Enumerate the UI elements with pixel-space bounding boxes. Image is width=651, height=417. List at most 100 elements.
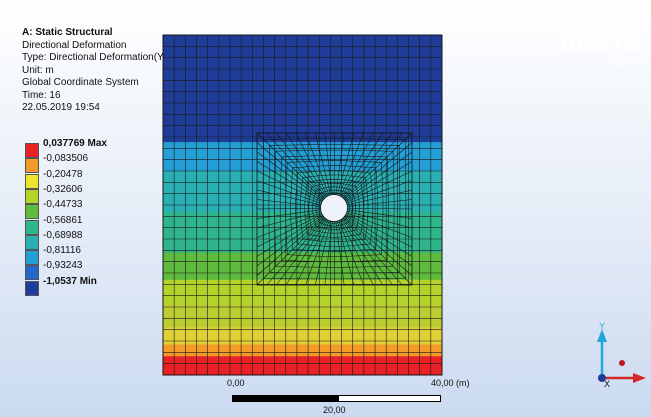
ring-mesh-line xyxy=(308,182,360,234)
brand-version: R19.0 xyxy=(608,54,641,68)
contour-band xyxy=(163,303,442,328)
ring-mesh-line xyxy=(274,149,395,268)
radial-mesh-line xyxy=(337,132,355,196)
legend-label: -0,20478 xyxy=(43,168,83,180)
legend-swatch xyxy=(25,219,39,235)
radial-mesh-line xyxy=(337,221,355,286)
radial-mesh-line xyxy=(256,213,323,248)
radial-mesh-line xyxy=(338,220,364,286)
ring-mesh-line xyxy=(268,144,401,274)
radial-mesh-line xyxy=(341,219,384,286)
radial-mesh-line xyxy=(341,132,384,197)
legend-label: -0,32606 xyxy=(43,183,83,195)
radial-mesh-line xyxy=(342,132,393,198)
legend-label: -1,0537 Min xyxy=(43,275,97,287)
radial-mesh-line xyxy=(256,216,325,276)
radial-mesh-line xyxy=(345,213,413,248)
radial-mesh-line xyxy=(256,161,323,202)
radial-mesh-line xyxy=(341,218,393,286)
coordinate-system: Global Coordinate System xyxy=(22,77,139,88)
scale-bar-dark xyxy=(232,395,338,402)
analysis-title: A: Static Structural xyxy=(22,27,113,38)
ring-mesh-line xyxy=(300,174,369,242)
radial-mesh-line xyxy=(256,212,322,238)
radial-mesh-line xyxy=(338,132,364,196)
radial-mesh-line xyxy=(324,132,333,195)
scale-label-end: 40,00 (m) xyxy=(431,378,470,388)
radial-mesh-line xyxy=(295,219,329,286)
legend-label: -0,68988 xyxy=(43,229,83,241)
radial-mesh-line xyxy=(256,207,321,210)
contour-band xyxy=(163,279,442,305)
coordinate-triad[interactable]: Y X xyxy=(580,320,651,390)
radial-mesh-line xyxy=(256,189,321,206)
radial-mesh-line xyxy=(295,132,329,197)
legend-label: 0,037769 Max xyxy=(43,138,107,149)
radial-mesh-line xyxy=(256,215,324,267)
ring-mesh-line xyxy=(290,165,379,252)
radial-mesh-line xyxy=(342,132,403,199)
scale-label-start: 0,00 xyxy=(227,378,245,388)
legend-swatch xyxy=(25,173,39,189)
ring-mesh-line xyxy=(304,178,364,238)
contour-band xyxy=(163,356,442,376)
radial-mesh-line xyxy=(335,221,345,286)
ring-mesh-line xyxy=(279,155,389,263)
ring-mesh-line xyxy=(315,189,353,227)
hole xyxy=(320,194,348,222)
radial-mesh-line xyxy=(285,219,328,286)
radial-mesh-line xyxy=(256,214,323,257)
radial-mesh-line xyxy=(339,219,374,286)
legend-label: -0,56861 xyxy=(43,214,83,226)
scale-bar-light xyxy=(338,395,441,402)
radial-mesh-line xyxy=(276,132,326,198)
legend-swatch xyxy=(25,188,39,204)
radial-mesh-line xyxy=(335,132,345,195)
radial-mesh-line xyxy=(256,151,324,201)
radial-mesh-line xyxy=(340,132,374,197)
ring-mesh-line xyxy=(285,160,384,257)
radial-mesh-line xyxy=(347,189,413,206)
legend-swatch xyxy=(25,143,39,158)
legend-swatch xyxy=(25,265,39,281)
radial-mesh-line xyxy=(256,170,322,203)
ring-mesh-line xyxy=(312,186,356,230)
result-unit: Unit: m xyxy=(22,64,54,76)
ring-mesh-line xyxy=(295,170,374,247)
radial-mesh-line xyxy=(256,199,321,207)
brand-name: ANSYS xyxy=(560,30,641,55)
radial-mesh-line xyxy=(314,132,331,195)
legend-swatch xyxy=(25,234,39,250)
radial-mesh-line xyxy=(324,221,333,286)
radial-mesh-line xyxy=(347,211,413,229)
radial-mesh-line xyxy=(344,151,413,201)
legend-swatch xyxy=(25,158,39,174)
radial-mesh-line xyxy=(276,218,327,286)
legend-label: -0,083506 xyxy=(43,153,89,165)
radial-mesh-line xyxy=(347,199,413,207)
radial-mesh-line xyxy=(256,211,322,229)
radial-mesh-line xyxy=(266,217,326,286)
radial-mesh-line xyxy=(305,220,330,286)
radial-mesh-line xyxy=(266,132,326,199)
ring-mesh-line xyxy=(318,192,350,224)
contour-band xyxy=(163,171,442,213)
mesh-border xyxy=(162,34,443,376)
radial-mesh-line xyxy=(346,170,413,203)
radial-mesh-line xyxy=(305,132,330,196)
radial-mesh-line xyxy=(256,180,322,204)
legend-swatch xyxy=(25,204,39,220)
radial-mesh-line xyxy=(345,214,413,257)
radial-mesh-line xyxy=(256,132,325,199)
result-time: Time: 16 xyxy=(22,89,61,101)
legend-swatch xyxy=(25,250,39,266)
radial-mesh-line xyxy=(347,207,413,210)
radial-mesh-line xyxy=(256,209,321,219)
axis-x-label: X xyxy=(604,379,610,389)
contour-band xyxy=(163,35,442,143)
radial-mesh-line xyxy=(345,161,413,202)
legend-label: -0,81116 xyxy=(43,245,81,257)
ansys-logo: ANSYS R19.0 xyxy=(560,30,641,69)
